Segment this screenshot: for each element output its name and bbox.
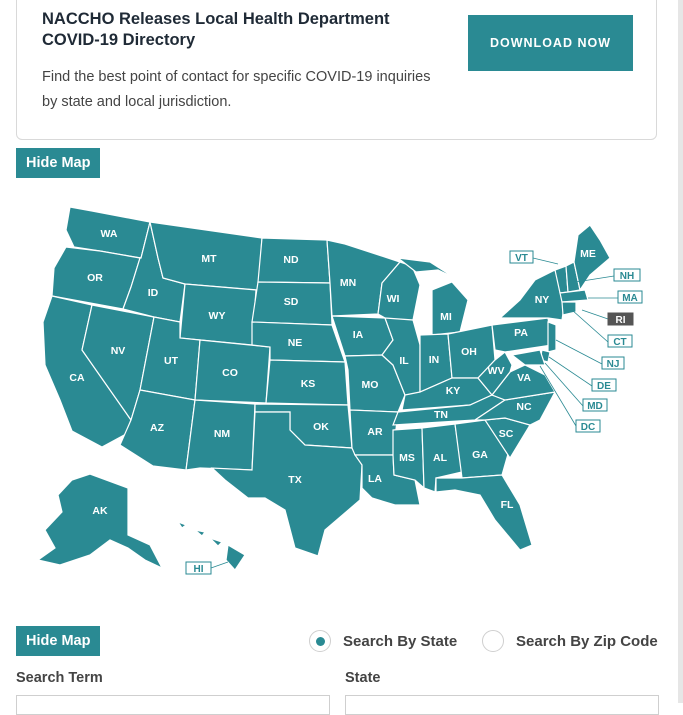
tag-vt-label: VT (515, 253, 528, 264)
tag-md-label: MD (587, 401, 603, 412)
search-by-state-label: Search By State (343, 632, 458, 650)
label-oh: OH (461, 346, 477, 358)
search-by-state-option[interactable]: Search By State (309, 630, 457, 652)
label-mt: MT (201, 253, 217, 265)
label-tx: TX (288, 474, 301, 486)
state-fl[interactable] (435, 474, 533, 551)
label-or: OR (87, 272, 103, 284)
tag-ct-label: CT (613, 337, 626, 348)
label-nd: ND (283, 254, 299, 266)
label-fl: FL (501, 499, 514, 511)
label-id: ID (148, 287, 159, 299)
label-wy: WY (209, 310, 226, 322)
state-tx[interactable] (210, 411, 363, 557)
label-nm: NM (214, 428, 231, 440)
label-ks: KS (301, 378, 316, 390)
label-pa: PA (514, 327, 528, 339)
tag-ct[interactable]: CT (607, 334, 633, 348)
callout-tags: VT NH MA RI CT NJ DE MD DC HI (185, 250, 643, 575)
label-ak: AK (92, 505, 108, 517)
state-labels: WA OR CA NV ID MT WY UT AZ CO NM ND SD N… (69, 228, 595, 517)
us-map[interactable]: WA OR CA NV ID MT WY UT AZ CO NM ND SD N… (0, 195, 683, 585)
label-az: AZ (150, 422, 165, 434)
label-ky: KY (446, 385, 461, 397)
tag-vt[interactable]: VT (509, 250, 534, 264)
label-nv: NV (111, 345, 126, 357)
state-nj[interactable] (547, 321, 557, 353)
state-hi[interactable] (176, 520, 246, 571)
state-field-label: State (345, 670, 381, 686)
download-now-button[interactable]: DOWNLOAD NOW (468, 15, 633, 71)
tag-ma-label: MA (622, 293, 638, 304)
label-in: IN (429, 354, 440, 366)
label-ne: NE (288, 337, 303, 349)
label-mn: MN (340, 277, 356, 289)
tag-dc-label: DC (581, 422, 595, 433)
search-term-label: Search Term (16, 670, 103, 686)
label-va: VA (517, 372, 531, 384)
map-states (36, 206, 611, 571)
label-sc: SC (499, 428, 514, 440)
tag-nj-label: NJ (607, 359, 620, 370)
page-edge (678, 0, 683, 703)
label-il: IL (399, 355, 409, 367)
hide-map-button-top[interactable]: Hide Map (16, 148, 101, 178)
label-ny: NY (535, 294, 550, 306)
state-select[interactable] (345, 695, 659, 715)
card-title: NACCHO Releases Local Health Department … (42, 10, 390, 49)
state-me[interactable] (573, 224, 611, 292)
label-wv: WV (488, 365, 505, 377)
tag-nh[interactable]: NH (613, 268, 641, 282)
label-sd: SD (284, 296, 299, 308)
search-term-input[interactable] (16, 695, 330, 715)
label-ga: GA (472, 449, 488, 461)
state-ct[interactable] (561, 301, 577, 316)
label-ar: AR (367, 426, 383, 438)
announcement-card: NACCHO Releases Local Health Department … (16, 0, 657, 140)
tag-hi[interactable]: HI (185, 561, 212, 575)
state-md[interactable] (510, 349, 546, 366)
search-by-zip-option[interactable]: Search By Zip Code (482, 630, 658, 652)
search-by-zip-radio[interactable] (482, 630, 504, 652)
label-co: CO (222, 367, 238, 379)
state-mi[interactable] (395, 257, 469, 336)
tag-dc[interactable]: DC (575, 419, 601, 433)
tag-de[interactable]: DE (591, 378, 617, 392)
state-pa[interactable] (491, 317, 553, 353)
label-ut: UT (164, 355, 179, 367)
label-ia: IA (353, 329, 364, 341)
tag-ri-label: RI (616, 315, 626, 326)
state-wv[interactable] (477, 351, 513, 396)
card-description: Find the best point of contact for speci… (42, 69, 431, 110)
tag-de-label: DE (597, 381, 611, 392)
tag-ma[interactable]: MA (617, 290, 643, 304)
label-ca: CA (69, 372, 85, 384)
tag-md[interactable]: MD (582, 398, 608, 412)
label-me: ME (580, 248, 596, 260)
callout-leaders (210, 257, 618, 569)
state-ma[interactable] (559, 289, 589, 303)
tag-hi-label: HI (194, 564, 204, 575)
tag-nh-label: NH (620, 271, 634, 282)
label-wa: WA (101, 228, 118, 240)
hide-map-button-bottom[interactable]: Hide Map (16, 626, 101, 656)
state-ak[interactable] (36, 473, 164, 570)
state-ny[interactable] (498, 269, 566, 321)
label-la: LA (368, 473, 382, 485)
tag-ri[interactable]: RI (607, 312, 634, 326)
label-al: AL (433, 452, 448, 464)
label-ms: MS (399, 452, 415, 464)
search-by-state-radio[interactable] (309, 630, 331, 652)
label-nc: NC (516, 401, 532, 413)
label-tn: TN (434, 409, 448, 421)
label-wi: WI (387, 293, 400, 305)
label-mi: MI (440, 311, 452, 323)
label-mo: MO (362, 379, 379, 391)
search-by-zip-label: Search By Zip Code (516, 632, 658, 650)
tag-nj[interactable]: NJ (601, 356, 625, 370)
label-ok: OK (313, 421, 329, 433)
